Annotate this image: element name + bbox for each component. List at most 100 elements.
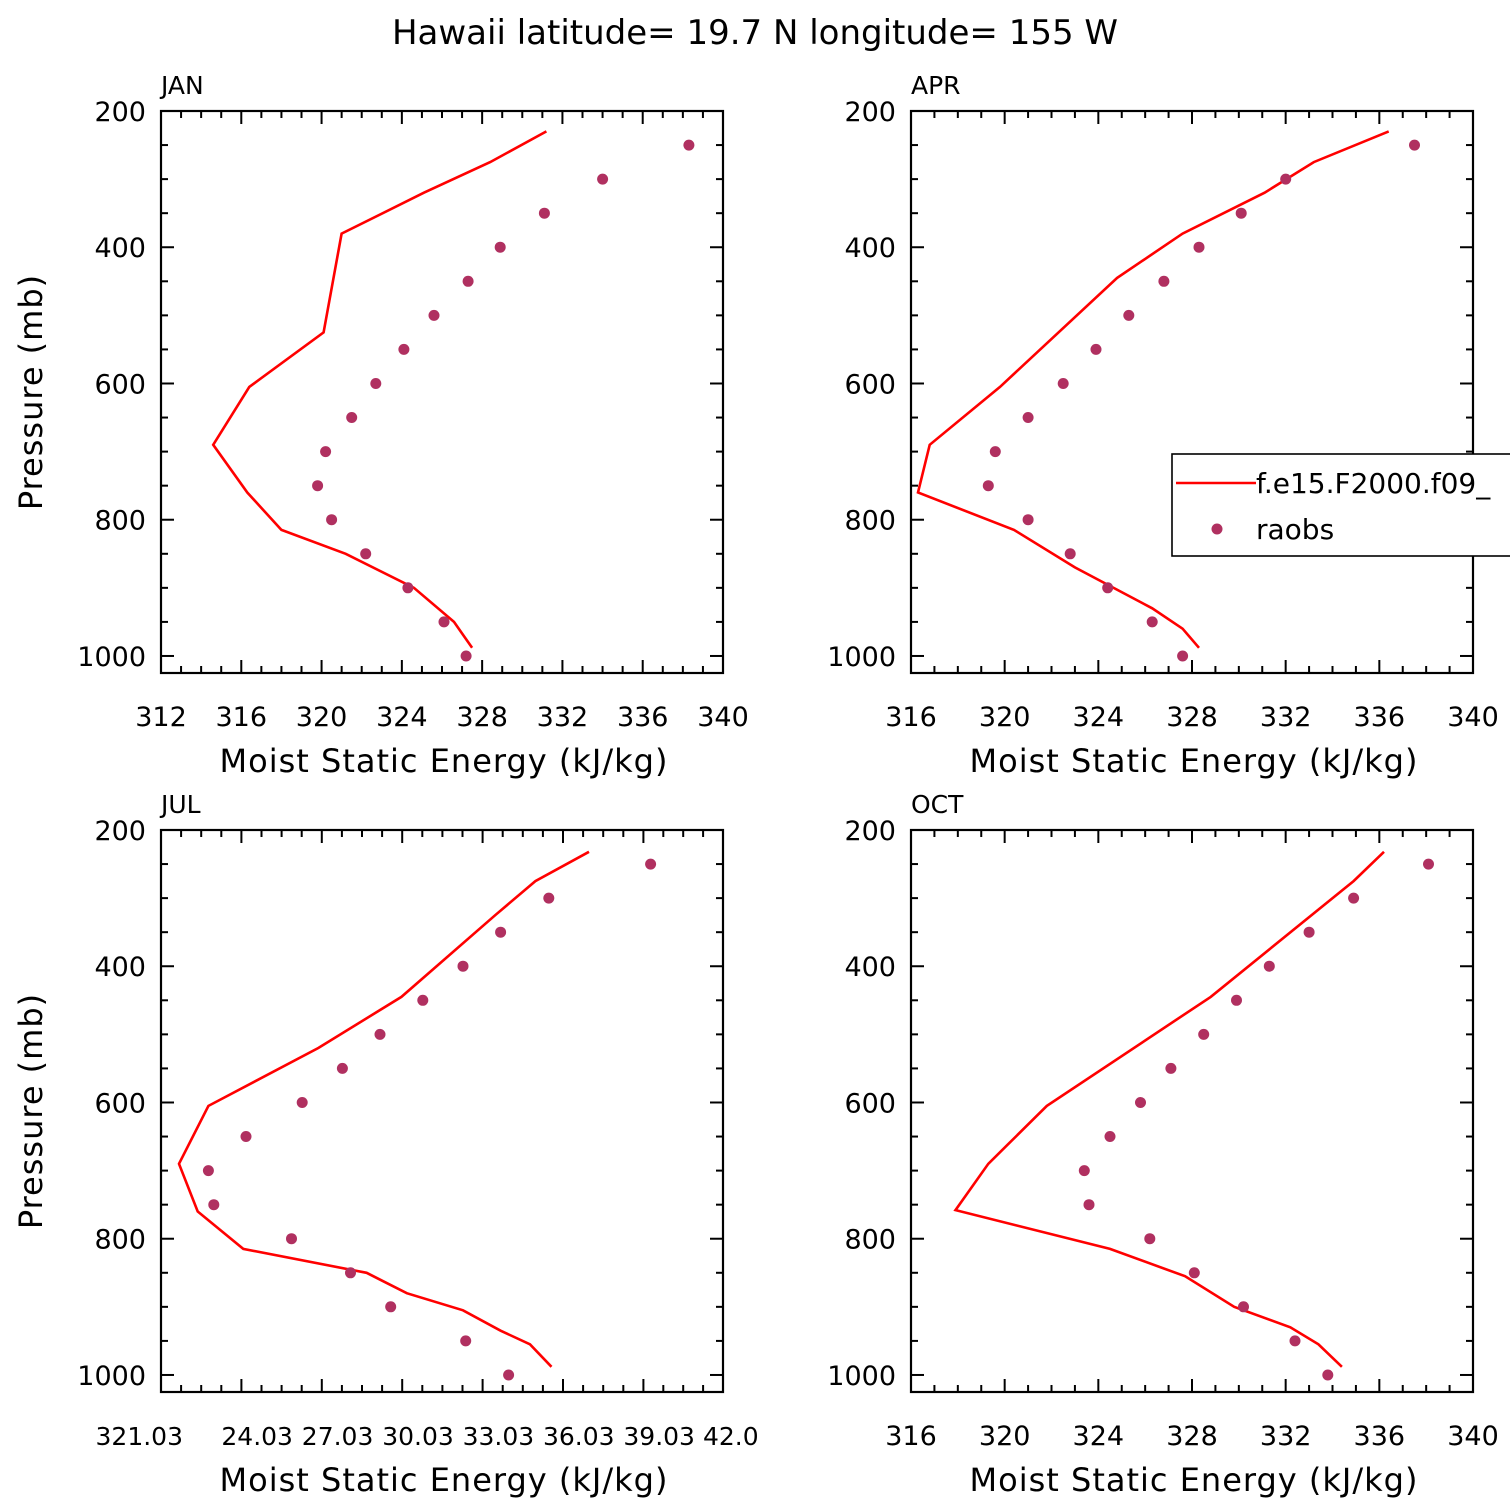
y-tick-label: 800 xyxy=(844,506,896,537)
obs-point xyxy=(374,1028,386,1040)
obs-point xyxy=(1231,994,1242,1006)
y-tick-label: 400 xyxy=(94,233,146,264)
obs-point xyxy=(240,1131,252,1142)
figure-title: Hawaii latitude= 19.7 N longitude= 155 W xyxy=(392,13,1118,53)
legend-label-model: f.e15.F2000.f09_ xyxy=(1256,467,1491,500)
obs-point xyxy=(286,1233,297,1245)
y-tick-label: 200 xyxy=(844,816,896,847)
obs-point xyxy=(428,309,440,321)
x-tick-label: 316 xyxy=(216,702,268,733)
x-tick-label: 340 xyxy=(1447,1421,1499,1452)
y-tick-label: 600 xyxy=(844,369,896,400)
obs-point xyxy=(1022,514,1034,526)
obs-point xyxy=(1348,892,1360,904)
y-tick-label: 1000 xyxy=(77,1361,146,1392)
x-tick-label: 316 xyxy=(885,702,937,733)
obs-point xyxy=(1289,1335,1301,1347)
obs-point xyxy=(1064,548,1076,560)
obs-point xyxy=(1123,309,1135,321)
obs-point xyxy=(645,858,657,870)
y-tick-label: 200 xyxy=(94,816,146,847)
obs-point xyxy=(503,1369,515,1381)
legend-marker-swatch xyxy=(1211,523,1223,535)
obs-point xyxy=(1198,1028,1210,1040)
obs-point xyxy=(495,926,507,938)
y-tick-label: 800 xyxy=(94,506,146,537)
obs-point xyxy=(402,582,414,594)
x-axis-title: Moist Static Energy (kJ/kg) xyxy=(970,742,1419,780)
legend: f.e15.F2000.f09_raobs xyxy=(1171,453,1510,557)
x-tick-label: 320 xyxy=(296,702,348,733)
x-axis-title: Moist Static Energy (kJ/kg) xyxy=(220,742,669,780)
y-tick-label: 400 xyxy=(844,952,896,983)
obs-point xyxy=(360,548,372,560)
x-axis-title: Moist Static Energy (kJ/kg) xyxy=(970,1461,1419,1499)
x-tick-label: 316 xyxy=(885,1421,937,1452)
obs-point xyxy=(1104,1131,1116,1142)
obs-point xyxy=(320,446,332,458)
obs-point xyxy=(417,994,429,1006)
series-raobs xyxy=(202,858,657,1381)
obs-point xyxy=(1057,378,1069,389)
obs-point xyxy=(683,139,695,151)
y-tick-label: 200 xyxy=(844,97,896,128)
x-tick-label: 320 xyxy=(979,1421,1031,1452)
panel-label: OCT xyxy=(911,790,964,819)
obs-point xyxy=(336,1062,348,1074)
series-model xyxy=(177,850,590,1368)
obs-point xyxy=(1146,616,1158,628)
x-tick-label: 328 xyxy=(1166,1421,1218,1452)
obs-point xyxy=(438,616,450,628)
x-tick-label: 324 xyxy=(1073,1421,1125,1452)
series-model xyxy=(916,130,1390,649)
y-tick-label: 400 xyxy=(844,233,896,264)
plot-frame xyxy=(159,828,725,1394)
x-tick-label: 30.03 xyxy=(382,1422,454,1451)
panel-oct: OCT 200 400 600 800 1000 316 320 324 328 332 336 340… xyxy=(827,790,1498,1499)
obs-point xyxy=(326,514,338,526)
obs-point xyxy=(398,343,410,355)
obs-point xyxy=(1083,1199,1095,1211)
obs-point xyxy=(1303,926,1315,938)
y-tick-label: 400 xyxy=(94,952,146,983)
obs-point xyxy=(345,1267,356,1279)
x-tick-label: 328 xyxy=(1166,702,1218,733)
obs-point xyxy=(1238,1301,1249,1313)
panel-jul: JUL 200 400 600 800 1000 321.03 24.03 27.03 30.03… xyxy=(12,790,759,1499)
y-tick-label: 600 xyxy=(844,1088,896,1119)
x-tick-label: 328 xyxy=(456,702,508,733)
obs-point xyxy=(460,650,472,662)
obs-point xyxy=(1280,173,1292,185)
x-tick-label: 33.03 xyxy=(463,1422,535,1451)
y-tick-label: 600 xyxy=(94,369,146,400)
legend-label-raobs: raobs xyxy=(1256,513,1334,546)
obs-point xyxy=(462,275,474,287)
x-tick-label: 24.03 xyxy=(221,1422,293,1451)
obs-point xyxy=(202,1165,214,1177)
x-tick-label: 332 xyxy=(1260,702,1312,733)
panel-label: JAN xyxy=(159,71,204,100)
panel-jan: JAN 200 400 600 800 1000 312 316 320 324 328 332 336… xyxy=(12,71,749,780)
y-tick-label: 1000 xyxy=(77,642,146,673)
x-tick-label: 312 xyxy=(135,702,187,733)
obs-point xyxy=(1165,1062,1177,1074)
obs-point xyxy=(1135,1097,1146,1108)
x-tick-label: 42.0 xyxy=(703,1422,759,1451)
y-tick-label: 600 xyxy=(94,1088,146,1119)
obs-point xyxy=(494,241,506,253)
panel-label: JUL xyxy=(159,790,201,819)
obs-point xyxy=(1193,241,1205,253)
obs-point xyxy=(1263,960,1275,972)
obs-point xyxy=(538,207,550,219)
y-tick-label: 1000 xyxy=(827,642,896,673)
obs-point xyxy=(1322,1369,1334,1381)
obs-point xyxy=(1090,343,1102,355)
x-tick-label: 336 xyxy=(617,702,669,733)
series-raobs xyxy=(1078,858,1434,1381)
x-tick-label: 340 xyxy=(1447,702,1499,733)
obs-point xyxy=(346,412,358,423)
x-tick-label: 36.03 xyxy=(543,1422,615,1451)
y-tick-label: 200 xyxy=(94,97,146,128)
x-tick-label: 332 xyxy=(1260,1421,1312,1452)
series-raobs xyxy=(312,139,695,662)
